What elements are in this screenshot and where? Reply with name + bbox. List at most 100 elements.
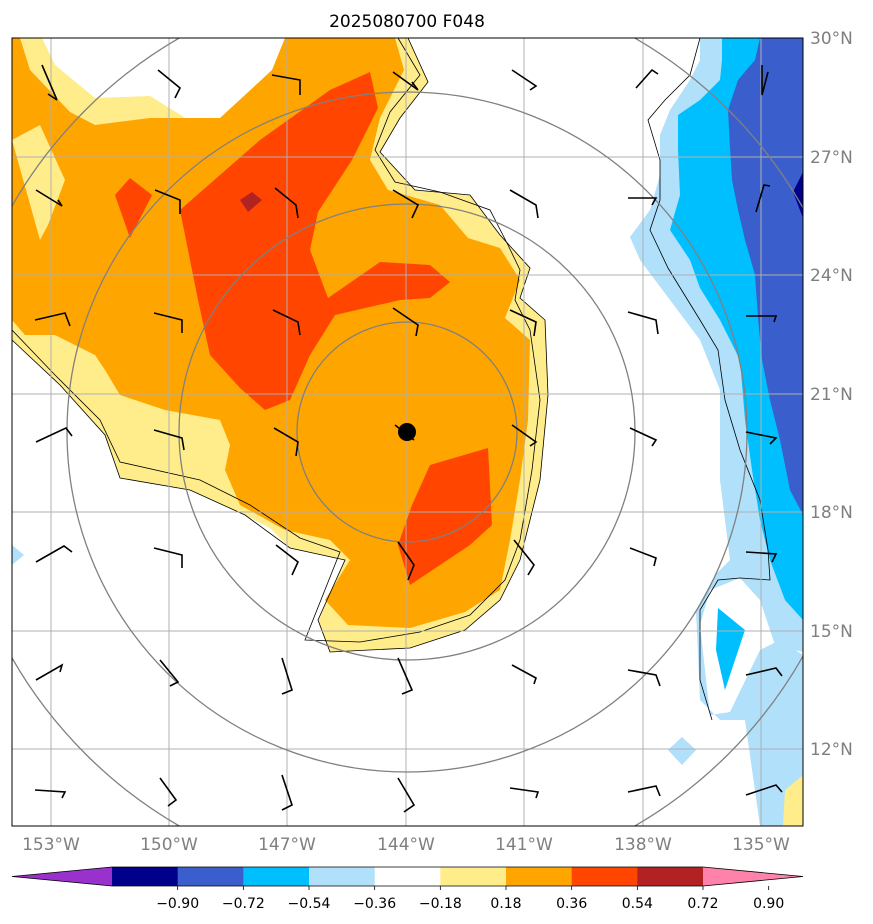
contour-line-east (647, 38, 771, 721)
wind-barb (35, 663, 64, 681)
wind-barb (397, 657, 414, 695)
wind-barb (746, 315, 778, 323)
colorbar-tick-label: 0.90 (753, 896, 784, 912)
contour-0.54-west (115, 178, 152, 238)
wind-barb (34, 312, 71, 327)
colorbar-extend-min (12, 867, 112, 886)
wind-barb (271, 74, 301, 95)
colorbar-tick-label: −0.54 (288, 896, 331, 912)
wind-barbs (34, 64, 783, 813)
x-tick-label: 147°W (258, 835, 316, 855)
contour-0.18-left-strip (28, 150, 52, 225)
contour-line-0.18 (12, 38, 549, 653)
colorbar: −0.90 −0.72 −0.54 −0.36 −0.18 0.18 0.36 0.54 0.7… (11, 866, 804, 912)
x-tick-label: 150°W (140, 835, 198, 855)
colorbar-tick-label: 0.54 (622, 896, 653, 912)
x-tick-label: 138°W (614, 835, 672, 855)
wind-barb (635, 68, 659, 89)
wind-barb (629, 547, 657, 567)
colorbar-tick-label: 0.36 (556, 896, 587, 912)
wind-barb (272, 309, 301, 336)
contour-neg-small-b (668, 737, 696, 765)
contour-line-inner (12, 38, 541, 643)
wind-barb (157, 69, 182, 99)
wind-barb (153, 429, 185, 451)
colorbar-bin (637, 867, 704, 886)
x-tick-label: 141°W (495, 835, 553, 855)
x-tick-label: 153°W (22, 835, 80, 855)
gridlines (12, 38, 803, 826)
contour-0.54-south (398, 448, 492, 585)
wind-barb (509, 189, 539, 219)
colorbar-bin (309, 867, 376, 886)
colorbar-tick-label: −0.18 (419, 896, 462, 912)
colorbar-bin (440, 867, 507, 886)
wind-barb (159, 659, 180, 687)
wind-barb (35, 189, 63, 207)
wind-barb (275, 544, 299, 576)
wind-barb (274, 187, 299, 219)
wind-barb (397, 777, 416, 813)
wind-barb (745, 784, 783, 796)
contour-0.72 (240, 192, 262, 212)
y-tick-label: 24°N (810, 266, 853, 286)
colorbar-bin (506, 867, 573, 886)
contour-neg-small-a (12, 545, 24, 565)
wind-barb (392, 189, 420, 219)
contour-pos-small-se (783, 775, 803, 826)
colorbar-tick-label: −0.72 (222, 896, 265, 912)
colorbar-tick-label: −0.90 (156, 896, 199, 912)
wind-barb (629, 427, 658, 447)
colorbar-tick-label: 0.72 (687, 896, 718, 912)
colorbar-tick-label: 0.18 (490, 896, 521, 912)
colorbar-bin (177, 867, 244, 886)
y-axis: 12°N 15°N 18°N 21°N 24°N 27°N 30°N (810, 29, 853, 760)
contour-neg-0.72 (793, 172, 803, 218)
wind-barb (745, 431, 778, 445)
wind-barb (153, 547, 183, 568)
colorbar-outline (11, 866, 804, 887)
axes-frame (11, 37, 804, 827)
x-axis: 153°W 150°W 147°W 144°W 141°W 138°W 135°… (22, 835, 790, 855)
wind-barb (397, 541, 415, 581)
y-tick-label: 21°N (810, 385, 853, 405)
y-tick-label: 12°N (810, 740, 853, 760)
storm-center-marker (398, 423, 416, 441)
wind-barb (755, 184, 771, 213)
wind-barb (627, 311, 659, 335)
plot-area (11, 37, 804, 827)
wind-barb (513, 539, 535, 576)
wind-barb (159, 777, 178, 807)
y-tick-label: 15°N (810, 622, 853, 642)
range-ring-1 (296, 321, 518, 543)
wind-barb (745, 667, 783, 677)
wind-barb (41, 64, 58, 101)
wind-barb (511, 664, 537, 685)
wind-barb (509, 309, 537, 337)
y-tick-label: 18°N (810, 503, 853, 523)
wind-barb (761, 65, 769, 96)
chart-title: 2025080700 F048 (329, 12, 485, 32)
wind-barb (281, 774, 293, 811)
y-tick-label: 30°N (810, 29, 853, 49)
wind-barb (392, 71, 419, 91)
wind-barb (509, 787, 540, 799)
wind-barb (511, 69, 538, 91)
colorbar-bin (112, 867, 179, 886)
wind-barb (154, 189, 181, 214)
wind-barb (281, 657, 293, 695)
wind-barb (153, 312, 183, 333)
wind-barb (392, 307, 419, 337)
x-tick-label: 144°W (377, 835, 435, 855)
wind-barb (745, 551, 778, 563)
wind-barb (35, 427, 73, 443)
wind-barb (627, 669, 661, 687)
colorbar-bin (571, 867, 638, 886)
colorbar-tick-label: −0.36 (353, 896, 396, 912)
colorbar-extend-max (703, 867, 803, 886)
wind-barb (628, 197, 658, 206)
range-ring-2 (178, 203, 636, 661)
wind-barb (627, 785, 661, 797)
colorbar-bin (374, 867, 441, 886)
